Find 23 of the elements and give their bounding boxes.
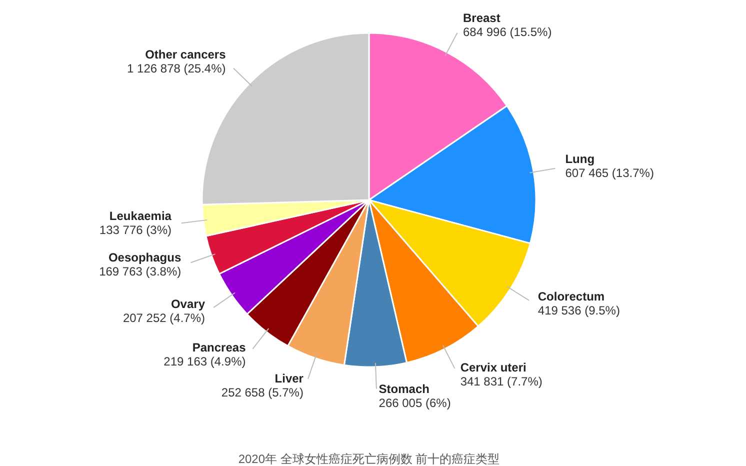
- slice-label: Cervix uteri: [460, 360, 526, 375]
- slice-label: Ovary: [170, 297, 206, 312]
- data-label: 169 763 (3.8%): [99, 264, 182, 278]
- data-label: 266 005 (6%): [378, 396, 451, 410]
- data-label: 207 252 (4.7%): [122, 311, 205, 326]
- slice-label: Stomach: [378, 382, 430, 396]
- data-label: 219 163 (4.9%): [164, 354, 246, 368]
- data-label: 1 126 878 (25.4%): [127, 62, 226, 76]
- slice-label: Oesophagus: [108, 250, 182, 264]
- data-label: 252 658 (5.7%): [221, 385, 304, 400]
- slice-label: Leukaemia: [109, 209, 172, 224]
- slice-label: Breast: [462, 10, 500, 25]
- slice-label: Pancreas: [192, 340, 246, 354]
- data-label: 341 831 (7.7%): [460, 374, 542, 389]
- slice-label: Liver: [274, 371, 304, 386]
- data-label: 133 776 (3%): [99, 223, 172, 238]
- slice-label: Lung: [565, 152, 595, 166]
- slice-label: Colorectum: [538, 290, 605, 304]
- data-label: 607 465 (13.7%): [565, 166, 654, 180]
- text: 2020年 全球女性癌症死亡病例数 前十的癌症类型: [238, 452, 500, 466]
- slice-label: Other cancers: [145, 48, 226, 62]
- data-label: 419 536 (9.5%): [538, 304, 620, 318]
- data-label: 684 996 (15.5%): [462, 24, 552, 39]
